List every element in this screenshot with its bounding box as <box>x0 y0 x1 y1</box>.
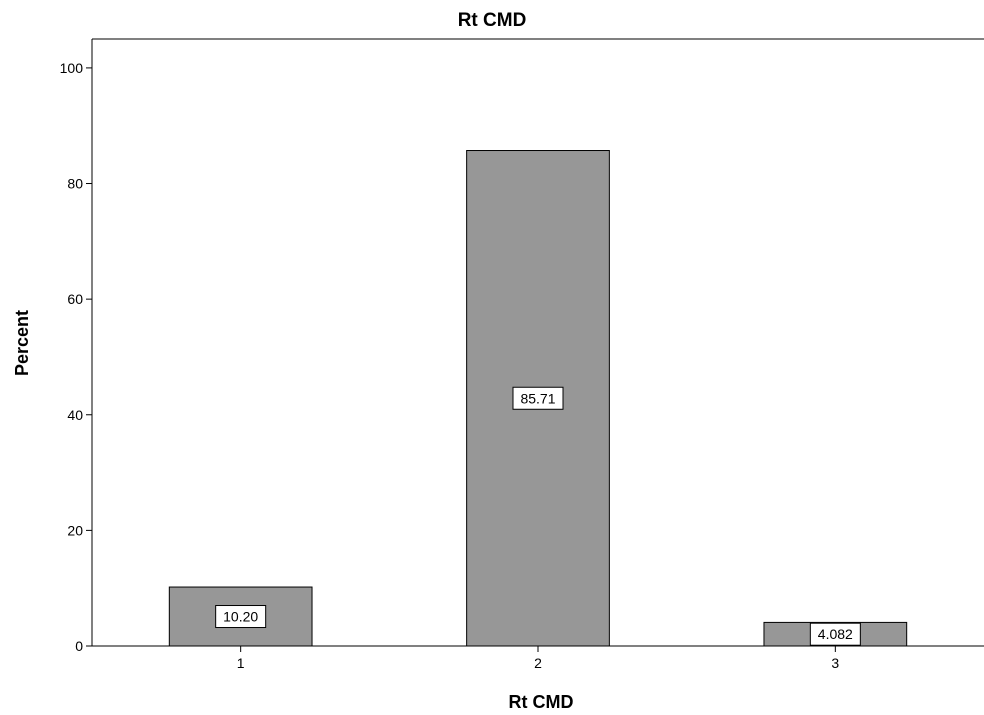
data-label-text: 4.082 <box>818 626 853 642</box>
x-tick-label: 2 <box>534 655 542 671</box>
data-label-box <box>512 386 564 410</box>
x-tick-label: 1 <box>237 655 245 671</box>
x-tick-label: 3 <box>831 655 839 671</box>
y-tick-label: 40 <box>67 407 83 423</box>
y-tick-label: 60 <box>67 291 83 307</box>
y-tick-label: 20 <box>67 522 83 538</box>
y-tick-label: 0 <box>75 638 83 654</box>
data-label: 10.20 <box>215 605 267 629</box>
x-axis-label: Rt CMD <box>509 692 574 712</box>
data-label: 4.082 <box>809 622 861 646</box>
data-labels: 10.20 85.71 4.082 <box>215 386 861 646</box>
data-label: 85.71 <box>512 386 564 410</box>
data-label-box <box>215 605 267 629</box>
chart-title: Rt CMD <box>458 10 527 31</box>
y-tick-label: 100 <box>60 60 84 76</box>
y-axis-label: Percent <box>12 310 32 376</box>
data-label-text: 85.71 <box>520 390 555 406</box>
y-axis: 0 20 40 60 80 100 <box>60 60 92 654</box>
data-label-box <box>809 622 861 646</box>
x-axis: 1 2 3 <box>237 646 839 671</box>
y-tick-label: 80 <box>67 176 83 192</box>
data-label-text: 10.20 <box>223 609 258 625</box>
